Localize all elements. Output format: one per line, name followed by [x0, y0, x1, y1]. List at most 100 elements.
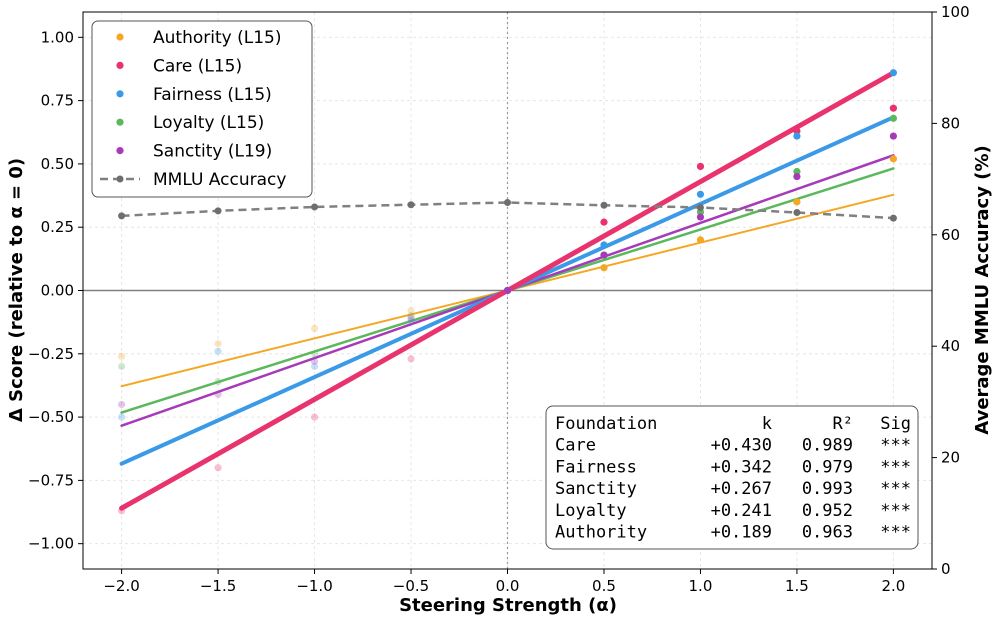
stats-header-cell: Foundation: [555, 414, 657, 434]
y-tick-label: −1.00: [28, 535, 74, 553]
mmlu-point: [504, 198, 511, 206]
y2-ticks: 0 20 40 60 80 100: [932, 3, 970, 578]
stats-header-cell: Sig: [880, 414, 911, 434]
y-tick-label: −0.50: [28, 408, 74, 426]
y-tick-label: 0.00: [41, 282, 74, 300]
data-point: [117, 507, 126, 515]
stats-cell: Authority: [555, 523, 647, 543]
y-tick-label: −0.75: [28, 471, 74, 489]
stats-cell: Care: [555, 436, 596, 456]
legend-label: MMLU Accuracy: [153, 170, 286, 190]
data-point: [407, 314, 415, 322]
stats-cell: Fairness: [555, 457, 637, 477]
stats-cell: ***: [880, 479, 911, 499]
legend-label: Sanctity (L19): [153, 142, 272, 162]
data-point: [117, 400, 126, 409]
mmlu-point: [600, 201, 608, 209]
data-point: [214, 464, 222, 472]
data-point: [793, 167, 801, 176]
data-point: [696, 162, 705, 171]
legend-label: Loyalty (L15): [153, 113, 264, 133]
y2-tick-label: 20: [941, 449, 960, 467]
data-point: [503, 286, 512, 295]
legend-marker: [116, 175, 124, 183]
stats-cell: 0.952: [802, 501, 853, 521]
data-point: [310, 357, 319, 365]
stats-box: [545, 405, 919, 550]
legend-label: Care (L15): [153, 56, 242, 76]
data-point: [600, 241, 608, 249]
mmlu-point: [889, 214, 897, 222]
stats-cell: ***: [880, 501, 911, 521]
x-ticks: −2.0 −1.5 −1.0 −0.5 0.0 0.5 1.0 1.5 2.0: [103, 569, 905, 595]
stats-cell: 0.989: [802, 436, 853, 456]
data-point: [117, 352, 126, 360]
y-tick-label: 0.75: [41, 92, 74, 110]
stats-cell: 0.993: [802, 479, 853, 499]
data-point: [889, 155, 898, 163]
data-point: [889, 132, 898, 140]
data-point: [407, 355, 415, 363]
mmlu-point: [214, 207, 222, 215]
mmlu-point: [793, 209, 801, 217]
stats-cell: ***: [880, 457, 911, 477]
legend-label: Fairness (L15): [153, 85, 272, 105]
data-point: [117, 362, 126, 371]
x-tick-label: 0.0: [496, 577, 520, 595]
stats-cell: +0.430: [711, 436, 772, 456]
y2-tick-label: 80: [941, 114, 960, 132]
data-point: [600, 218, 608, 226]
y-axis-label: Δ Score (relative to α = 0): [6, 158, 27, 422]
mmlu-point: [311, 203, 319, 211]
data-point: [214, 378, 222, 386]
legend-marker: [116, 90, 124, 98]
legend-marker: [116, 33, 124, 41]
data-point: [889, 69, 898, 77]
data-point: [117, 413, 126, 421]
x-tick-label: 2.0: [881, 577, 905, 595]
data-point: [310, 350, 319, 358]
data-point: [889, 104, 898, 112]
y2-axis-label: Average MMLU Accuracy (%): [972, 145, 993, 434]
stats-cell: +0.189: [711, 523, 772, 543]
data-point: [407, 307, 415, 315]
data-point: [793, 132, 801, 140]
y-ticks: −1.00 −0.75 −0.50 −0.25 0.00 0.25 0.50 0.75 1.00: [28, 28, 83, 553]
stats-cell: Sanctity: [555, 479, 637, 499]
stats-cell: ***: [880, 523, 911, 543]
x-tick-label: −1.0: [296, 577, 332, 595]
legend-marker: [116, 118, 124, 126]
stats-cell: +0.342: [711, 457, 772, 477]
x-axis-label: Steering Strength (α): [399, 595, 617, 616]
data-point: [310, 362, 319, 371]
x-tick-label: 1.0: [689, 577, 713, 595]
data-point: [600, 264, 608, 272]
x-tick-label: −1.5: [200, 577, 236, 595]
data-point: [696, 190, 705, 198]
x-tick-label: −0.5: [393, 577, 429, 595]
x-tick-label: 0.5: [592, 577, 616, 595]
data-point: [310, 324, 319, 333]
mmlu-line: [121, 201, 894, 220]
data-point: [214, 347, 222, 355]
data-point: [889, 114, 898, 122]
mmlu-point: [118, 212, 126, 220]
x-tick-label: 1.5: [785, 577, 809, 595]
data-points: [117, 69, 898, 515]
y2-tick-label: 60: [941, 226, 960, 244]
y-tick-label: −0.25: [28, 345, 74, 363]
legend-marker: [116, 61, 124, 69]
stats-cell: +0.241: [711, 501, 772, 521]
data-point: [600, 251, 608, 259]
stats-header-cell: R²: [833, 414, 853, 434]
mmlu-series: [118, 198, 897, 222]
data-point: [310, 413, 319, 421]
y2-tick-label: 100: [941, 3, 970, 21]
stats-cell: +0.267: [711, 479, 772, 499]
data-point: [407, 312, 415, 320]
legend-label: Authority (L15): [153, 28, 281, 48]
stats-header-cell: k: [762, 414, 772, 434]
y-tick-label: 1.00: [41, 28, 74, 46]
data-point: [793, 127, 801, 135]
